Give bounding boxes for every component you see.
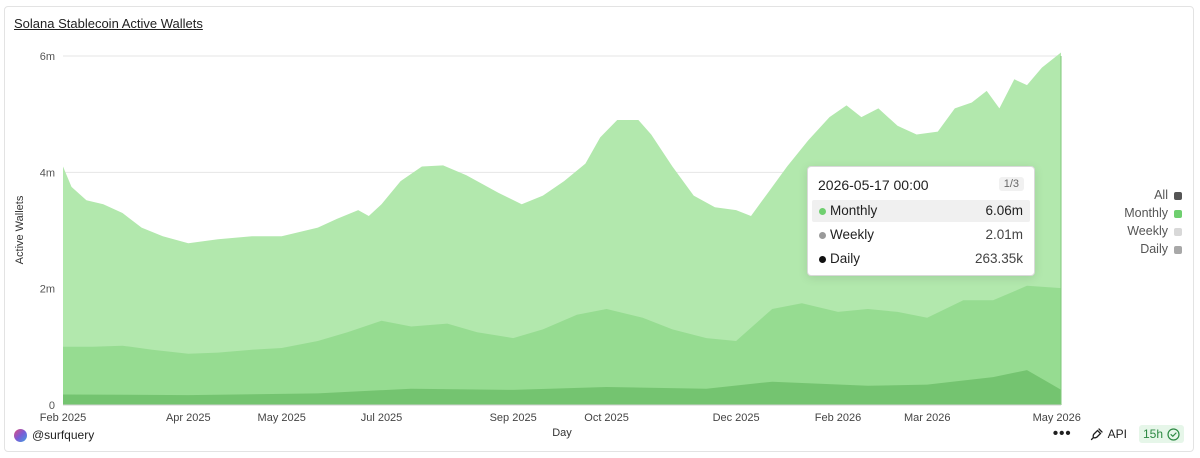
tooltip-value: 6.06m [985, 203, 1023, 218]
tooltip-date: 2026-05-17 00:00 [818, 177, 929, 193]
series-weekly-area [63, 285, 1061, 405]
x-tick-label: Sep 2025 [490, 412, 537, 424]
legend-swatch [1174, 227, 1182, 236]
y-tick-label: 6m [40, 51, 55, 63]
legend-swatch [1174, 191, 1182, 200]
legend-item-monthly[interactable]: Monthly [1072, 204, 1182, 222]
avatar [14, 429, 27, 443]
legend-swatch [1174, 245, 1182, 254]
tooltip-value: 2.01m [985, 227, 1023, 242]
legend-label: Monthly [1124, 206, 1168, 220]
legend-label: All [1154, 188, 1168, 202]
y-tick-label: 2m [40, 284, 55, 296]
y-tick-label: 4m [40, 167, 55, 179]
x-tick-label: Feb 2025 [40, 412, 86, 424]
plug-icon [1090, 428, 1103, 441]
tooltip-row-monthly: Monthly 6.06m [812, 200, 1030, 222]
legend-item-all[interactable]: All [1072, 186, 1182, 204]
x-tick-label: Dec 2025 [713, 412, 760, 424]
chart-actions: ••• API 15h [1053, 425, 1184, 443]
more-button[interactable]: ••• [1052, 425, 1072, 442]
x-tick-label: Jul 2025 [361, 412, 403, 424]
tooltip-page: 1/3 [998, 177, 1024, 191]
refresh-badge[interactable]: 15h [1138, 425, 1184, 443]
author-link[interactable]: @surfquery [14, 427, 94, 443]
chart-title[interactable]: Solana Stablecoin Active Wallets [14, 16, 203, 31]
x-tick-label: Feb 2026 [815, 412, 861, 424]
x-axis-label: Day [552, 427, 572, 439]
api-button[interactable]: API [1090, 425, 1127, 443]
legend-item-weekly[interactable]: Weekly [1072, 222, 1182, 240]
tooltip-row-daily: Daily 263.35k [812, 248, 1030, 270]
tooltip: 2026-05-17 00:00 1/3 Monthly 6.06m Weekl… [807, 166, 1035, 276]
x-tick-label: May 2026 [1033, 412, 1081, 424]
x-tick-label: Oct 2025 [584, 412, 629, 424]
x-tick-label: May 2025 [258, 412, 306, 424]
legend-item-daily[interactable]: Daily [1072, 240, 1182, 258]
legend: All Monthly Weekly Daily [1072, 186, 1182, 258]
tooltip-value: 263.35k [974, 251, 1023, 266]
legend-swatch [1174, 209, 1182, 218]
check-circle-icon [1167, 427, 1180, 441]
monthly-dot-icon [819, 207, 826, 215]
series-daily-area [63, 370, 1061, 405]
legend-label: Weekly [1127, 224, 1168, 238]
x-tick-label: Mar 2026 [904, 412, 950, 424]
daily-dot-icon [819, 255, 826, 263]
x-tick-label: Apr 2025 [166, 412, 211, 424]
y-tick-label: 0 [49, 400, 55, 412]
weekly-dot-icon [819, 231, 826, 239]
y-axis-label: Active Wallets [14, 195, 26, 264]
tooltip-row-weekly: Weekly 2.01m [812, 224, 1030, 246]
legend-label: Daily [1140, 242, 1168, 256]
